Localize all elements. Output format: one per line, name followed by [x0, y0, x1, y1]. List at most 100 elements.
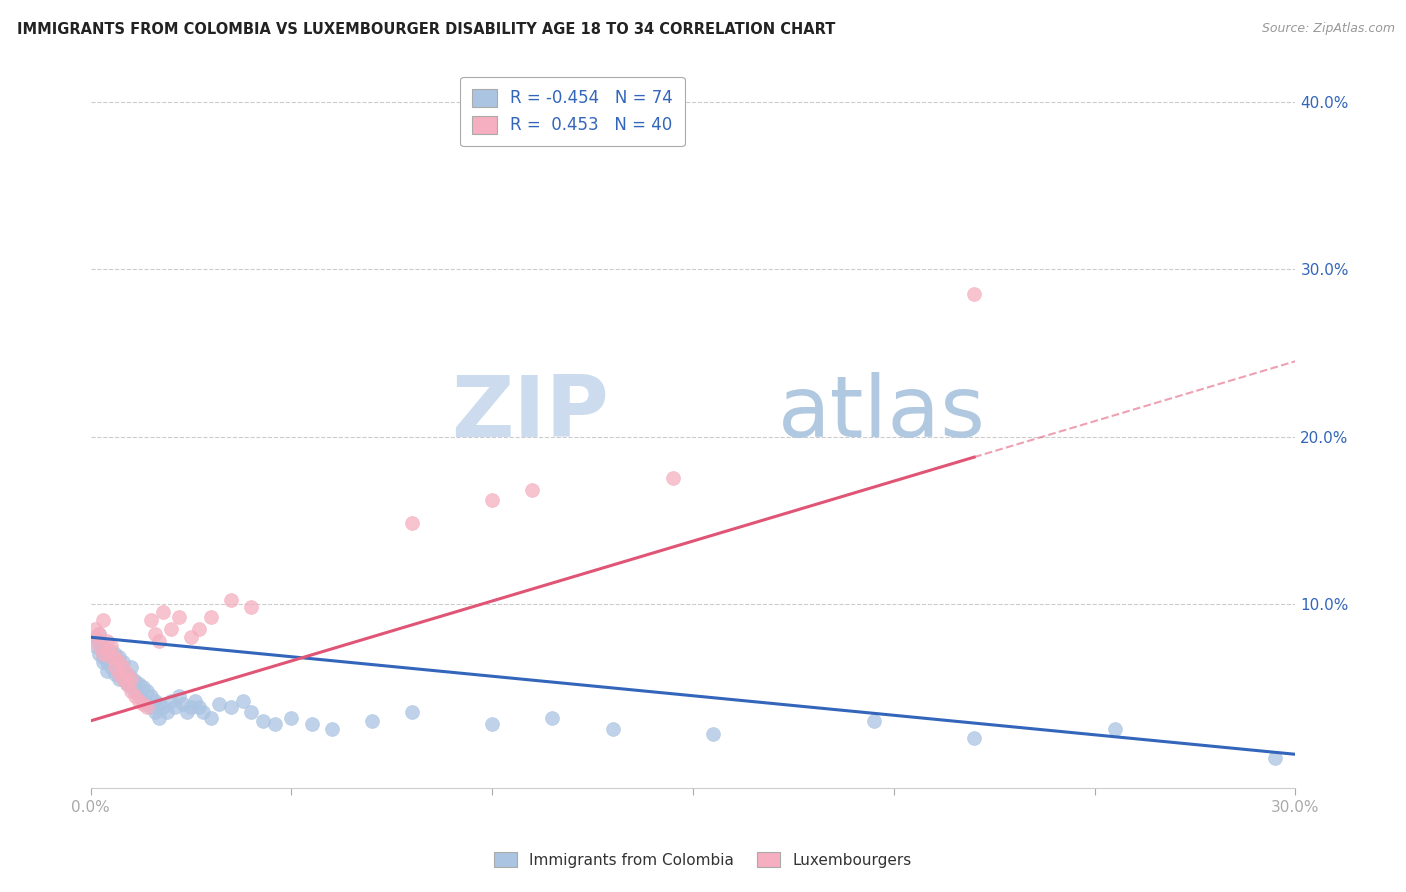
Point [132, 681, 155, 695]
Point [83, 630, 105, 644]
Point [401, 706, 423, 720]
Point [132, 697, 155, 711]
Point [148, 633, 170, 648]
Point [128, 677, 150, 691]
Point [96, 654, 118, 668]
Point [240, 706, 263, 720]
Point [91, 614, 114, 628]
Point [115, 677, 138, 691]
Point [184, 694, 207, 708]
Point [401, 516, 423, 531]
Point [96, 633, 118, 648]
Point [264, 717, 287, 731]
Point [83, 622, 105, 636]
Point [124, 683, 146, 698]
Point [481, 493, 503, 508]
Point [139, 614, 162, 628]
Legend: Immigrants from Colombia, Luxembourgers: Immigrants from Colombia, Luxembourgers [488, 846, 918, 873]
Point [1104, 723, 1126, 737]
Point [188, 700, 211, 714]
Point [91, 650, 114, 665]
Point [143, 706, 166, 720]
Point [200, 610, 222, 624]
Point [111, 672, 134, 686]
Point [143, 627, 166, 641]
Point [104, 667, 127, 681]
Point [602, 723, 624, 737]
Point [104, 647, 127, 661]
Point [163, 700, 186, 714]
Point [139, 700, 162, 714]
Text: Source: ZipAtlas.com: Source: ZipAtlas.com [1261, 22, 1395, 36]
Point [135, 697, 157, 711]
Point [107, 650, 129, 665]
Point [111, 664, 134, 678]
Point [172, 697, 194, 711]
Point [91, 643, 114, 657]
Point [128, 689, 150, 703]
Text: IMMIGRANTS FROM COLOMBIA VS LUXEMBOURGER DISABILITY AGE 18 TO 34 CORRELATION CHA: IMMIGRANTS FROM COLOMBIA VS LUXEMBOURGER… [17, 22, 835, 37]
Point [120, 660, 142, 674]
Point [208, 697, 231, 711]
Point [104, 660, 127, 674]
Point [481, 717, 503, 731]
Point [522, 483, 544, 497]
Point [111, 660, 134, 674]
Point [167, 610, 190, 624]
Point [87, 633, 110, 648]
Point [107, 655, 129, 669]
Point [139, 689, 162, 703]
Point [360, 714, 382, 728]
Point [83, 639, 105, 653]
Point [219, 700, 242, 714]
Point [87, 639, 110, 653]
Point [167, 689, 190, 703]
Point [188, 622, 211, 636]
Point [662, 471, 685, 485]
Point [87, 627, 110, 641]
Point [100, 660, 122, 674]
Point [104, 650, 127, 665]
Point [91, 647, 114, 661]
Point [83, 630, 105, 644]
Point [301, 717, 323, 731]
Point [321, 723, 343, 737]
Point [152, 605, 174, 619]
Point [96, 664, 118, 678]
Point [160, 622, 183, 636]
Point [120, 681, 142, 695]
Point [96, 647, 118, 661]
Point [111, 672, 134, 686]
Point [100, 639, 122, 653]
Point [191, 706, 214, 720]
Point [232, 694, 254, 708]
Text: ZIP: ZIP [451, 372, 609, 455]
Point [132, 694, 155, 708]
Point [280, 710, 302, 724]
Point [128, 694, 150, 708]
Point [111, 655, 134, 669]
Point [115, 667, 138, 681]
Text: atlas: atlas [778, 372, 986, 455]
Point [124, 673, 146, 688]
Point [91, 655, 114, 669]
Point [87, 647, 110, 661]
Point [148, 710, 170, 724]
Point [148, 697, 170, 711]
Point [107, 667, 129, 681]
Point [87, 627, 110, 641]
Point [152, 700, 174, 714]
Point [219, 593, 242, 607]
Point [963, 287, 986, 301]
Point [135, 683, 157, 698]
Point [120, 672, 142, 686]
Point [200, 710, 222, 724]
Point [120, 683, 142, 698]
Point [143, 694, 166, 708]
Point [100, 650, 122, 665]
Point [156, 706, 179, 720]
Legend: R = -0.454   N = 74, R =  0.453   N = 40: R = -0.454 N = 74, R = 0.453 N = 40 [460, 77, 685, 146]
Point [180, 700, 202, 714]
Point [124, 689, 146, 703]
Point [862, 714, 884, 728]
